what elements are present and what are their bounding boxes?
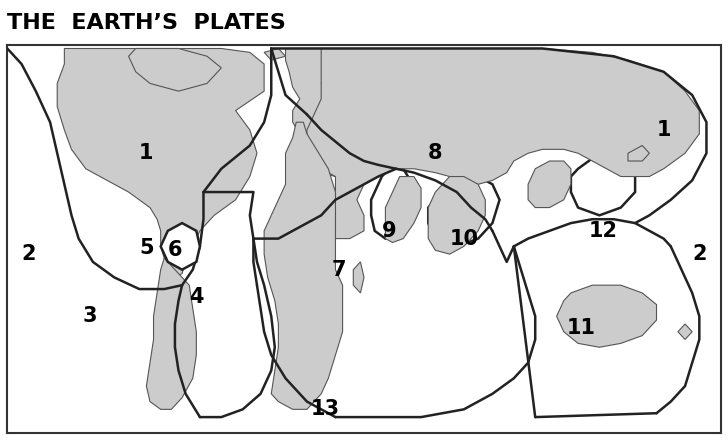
Polygon shape: [146, 258, 197, 409]
Text: 2: 2: [21, 244, 36, 264]
Text: 1: 1: [657, 120, 671, 140]
Polygon shape: [557, 285, 657, 347]
Polygon shape: [264, 49, 285, 60]
Text: 7: 7: [332, 260, 347, 280]
Polygon shape: [428, 177, 499, 246]
Polygon shape: [628, 145, 649, 161]
Polygon shape: [264, 122, 343, 409]
Polygon shape: [385, 177, 421, 243]
Text: 13: 13: [310, 399, 339, 419]
Text: 11: 11: [567, 318, 596, 338]
Polygon shape: [678, 324, 692, 339]
Polygon shape: [129, 49, 221, 91]
Text: 12: 12: [588, 221, 617, 241]
Text: THE  EARTH’S  PLATES: THE EARTH’S PLATES: [7, 13, 286, 33]
Polygon shape: [528, 161, 571, 207]
Text: 9: 9: [381, 221, 396, 241]
Text: 6: 6: [167, 240, 182, 260]
Polygon shape: [161, 223, 200, 270]
Text: 5: 5: [139, 238, 154, 258]
Text: 2: 2: [692, 244, 707, 264]
Text: 1: 1: [139, 143, 154, 163]
Polygon shape: [428, 177, 486, 254]
Polygon shape: [307, 49, 700, 239]
Text: 4: 4: [189, 287, 204, 307]
Polygon shape: [285, 49, 364, 177]
Polygon shape: [58, 49, 264, 277]
Polygon shape: [353, 262, 364, 293]
Text: 3: 3: [82, 306, 97, 326]
Text: 10: 10: [449, 229, 478, 248]
Text: 8: 8: [428, 143, 443, 163]
Polygon shape: [571, 153, 635, 215]
Polygon shape: [371, 169, 411, 239]
